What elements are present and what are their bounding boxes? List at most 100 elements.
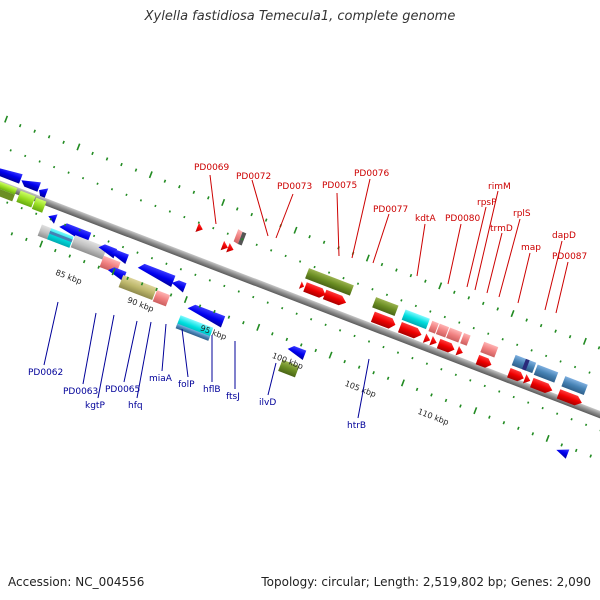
gene-box-PD0062-c[interactable] — [0, 178, 15, 202]
gene-arrow-ftsJ-b[interactable] — [109, 249, 129, 265]
label-PD0065[interactable]: PD0065 — [105, 385, 140, 395]
tick-mark — [208, 279, 211, 282]
gene-box-folP-stripe[interactable] — [49, 230, 73, 243]
label-trmD[interactable]: trmD — [490, 224, 513, 234]
gene-box-rpsP[interactable] — [428, 320, 439, 334]
gene-arrow-PD0087-b[interactable] — [530, 377, 554, 395]
gene-box-next[interactable] — [561, 376, 588, 396]
reverse-leader-lines — [43, 301, 370, 419]
label-PD0080[interactable]: PD0080 — [445, 214, 481, 224]
gene-box-rimM[interactable] — [435, 323, 450, 338]
gene-box-miaA[interactable] — [37, 224, 52, 240]
label-kdtA[interactable]: kdtA — [415, 214, 436, 224]
gene-arrow-trmD-b[interactable] — [436, 338, 456, 354]
gene-arrow-dapD-b[interactable] — [507, 367, 526, 383]
gene-box-PD0072-a[interactable] — [233, 229, 243, 245]
gene-box-trmD[interactable] — [446, 327, 463, 343]
label-PD0069[interactable]: PD0069 — [194, 163, 230, 173]
kbp-label-95: 95 kbp — [199, 323, 228, 341]
gene-arrow-htrB-d[interactable] — [286, 344, 307, 360]
label-htrB[interactable]: htrB — [347, 421, 366, 431]
label-PD0075[interactable]: PD0075 — [322, 181, 357, 191]
gene-arrow-ftsJ-a[interactable] — [97, 243, 118, 259]
gene-arrow-map-b[interactable] — [475, 354, 494, 370]
gene-arrow-PD0075[interactable] — [298, 281, 306, 290]
label-hfq[interactable]: hfq — [128, 401, 143, 411]
gene-arrow-ilvD-c[interactable] — [170, 278, 187, 293]
gene-arrow-PD0065[interactable] — [47, 212, 58, 224]
gene-arrow-PD0080-b[interactable] — [397, 321, 423, 341]
gene-arrow-PD0063-a[interactable] — [20, 176, 41, 192]
label-PD0073[interactable]: PD0073 — [277, 182, 312, 192]
label-PD0063[interactable]: PD0063 — [63, 387, 98, 397]
tick-mark — [134, 168, 138, 172]
gene-box-hflB[interactable] — [70, 235, 108, 260]
gene-box-ilvD-d[interactable] — [118, 274, 157, 301]
gene-box-map[interactable] — [480, 341, 499, 358]
gene-arrow-far-right[interactable] — [555, 445, 570, 459]
gene-box-PD0087[interactable] — [533, 364, 559, 383]
tick-mark — [322, 240, 326, 244]
gene-arrow-kdtA-b[interactable] — [370, 311, 397, 331]
gene-box-ilvD-e[interactable] — [152, 290, 171, 307]
tick-mark — [531, 432, 535, 436]
label-dapD[interactable]: dapD — [552, 231, 576, 241]
label-rimM[interactable]: rimM — [488, 182, 511, 192]
gene-arrow-PD0069[interactable] — [195, 222, 204, 234]
gene-arrow-PD0073-b[interactable] — [226, 243, 235, 254]
gene-box-PD0062-b[interactable] — [0, 172, 18, 195]
gene-box-rplS[interactable] — [460, 332, 471, 346]
tick-mark — [584, 423, 588, 427]
tick-mark — [183, 215, 186, 219]
gene-box-htrB-e[interactable] — [278, 359, 300, 378]
tick-mark — [198, 304, 202, 308]
gene-box-kgtP-b[interactable] — [31, 197, 47, 213]
gene-box-dapD-inner[interactable] — [521, 358, 530, 371]
tick-mark — [400, 299, 403, 302]
label-map[interactable]: map — [521, 243, 541, 253]
gene-box-htrB-b[interactable] — [176, 315, 214, 339]
tick-mark — [356, 282, 360, 285]
label-ilvD[interactable]: ilvD — [259, 398, 276, 408]
gene-arrow-rimM-b[interactable] — [429, 336, 438, 347]
genome-backbone — [0, 160, 600, 439]
gene-box-kdtA[interactable] — [372, 297, 399, 316]
tick-mark — [47, 135, 51, 139]
gene-arrow-ilvD-b[interactable] — [136, 262, 176, 287]
gene-arrow-next-b[interactable] — [556, 389, 584, 407]
gene-arrow-rpsP-b[interactable] — [422, 333, 432, 345]
label-miaA[interactable]: miaA — [149, 374, 173, 384]
gene-arrow-PD0077-a[interactable] — [303, 282, 327, 299]
label-ftsJ[interactable]: ftsJ — [226, 392, 240, 402]
label-PD0072[interactable]: PD0072 — [236, 172, 271, 182]
label-rplS[interactable]: rplS — [513, 209, 531, 219]
gene-arrow-htrB-a[interactable] — [185, 303, 226, 328]
leader-PD0069 — [209, 174, 217, 225]
tick-mark — [308, 235, 311, 239]
gene-arrow-ilvD-a[interactable] — [106, 266, 127, 282]
tick-mark — [496, 307, 500, 311]
gene-box-htrB-c[interactable] — [175, 323, 211, 341]
gene-box-dapD[interactable] — [511, 354, 537, 374]
gene-arrow-dapD-c[interactable] — [522, 374, 532, 385]
gene-arrow-rplS-b[interactable] — [455, 346, 464, 357]
label-PD0062[interactable]: PD0062 — [28, 368, 63, 378]
gene-arrow-kgtP-a[interactable] — [37, 186, 49, 198]
label-hflB[interactable]: hflB — [203, 385, 221, 395]
gene-box-PD0076[interactable] — [305, 268, 354, 296]
tick-mark — [97, 265, 100, 269]
label-PD0077[interactable]: PD0077 — [373, 205, 408, 215]
label-folP[interactable]: folP — [178, 380, 195, 390]
gene-box-PD0080[interactable] — [401, 309, 430, 330]
gene-arrow-PD0062-a[interactable] — [0, 158, 23, 184]
label-PD0087[interactable]: PD0087 — [552, 252, 587, 262]
label-PD0076[interactable]: PD0076 — [354, 169, 390, 179]
gene-box-PD0063-b[interactable] — [16, 190, 36, 208]
gene-arrow-PD0073-a[interactable] — [220, 240, 230, 252]
gene-arrow-PD0077-b[interactable] — [322, 289, 348, 308]
label-rpsP[interactable]: rpsP — [477, 198, 497, 208]
tick-mark — [295, 312, 298, 315]
rotated-map-frame: 85 kbp 90 kbp 95 kbp 100 kbp 105 kbp 110… — [0, 115, 600, 459]
label-kgtP[interactable]: kgtP — [85, 401, 105, 411]
